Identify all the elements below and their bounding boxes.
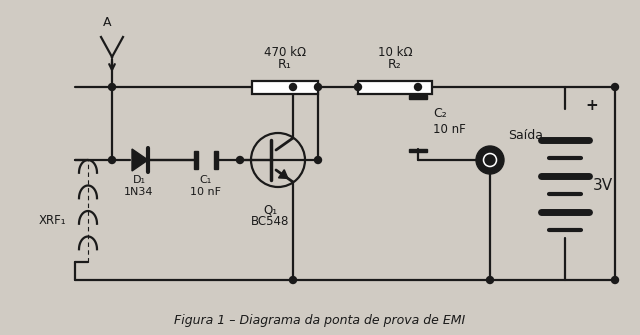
Circle shape: [109, 156, 115, 163]
Text: 1N34: 1N34: [124, 187, 154, 197]
Circle shape: [486, 276, 493, 283]
Circle shape: [415, 83, 422, 90]
Text: Figura 1 – Diagrama da ponta de prova de EMI: Figura 1 – Diagrama da ponta de prova de…: [174, 314, 466, 327]
Text: 10 nF: 10 nF: [191, 187, 221, 197]
Text: 3V: 3V: [593, 178, 613, 193]
Text: D₁: D₁: [132, 175, 145, 185]
Bar: [358, 80, 432, 93]
Circle shape: [109, 83, 115, 90]
Text: +: +: [585, 97, 598, 113]
Polygon shape: [132, 149, 148, 171]
Text: Q₁: Q₁: [263, 203, 277, 216]
Text: A: A: [103, 16, 111, 29]
Polygon shape: [195, 151, 198, 169]
Circle shape: [485, 155, 495, 165]
Text: 470 kΩ: 470 kΩ: [264, 46, 306, 59]
Text: XRF₁: XRF₁: [38, 214, 66, 227]
Text: 10 nF: 10 nF: [433, 123, 466, 136]
Bar: [252, 80, 318, 93]
Polygon shape: [214, 151, 218, 169]
Circle shape: [611, 276, 618, 283]
Text: R₁: R₁: [278, 58, 292, 71]
Polygon shape: [409, 148, 427, 152]
Circle shape: [314, 156, 321, 163]
Text: R₂: R₂: [388, 58, 402, 71]
Text: C₁: C₁: [200, 175, 212, 185]
Circle shape: [314, 83, 321, 90]
Circle shape: [237, 156, 243, 163]
Circle shape: [355, 83, 362, 90]
Circle shape: [611, 83, 618, 90]
Polygon shape: [278, 170, 288, 179]
Circle shape: [482, 152, 498, 168]
Text: C₂: C₂: [433, 107, 447, 120]
Text: 10 kΩ: 10 kΩ: [378, 46, 412, 59]
Text: Saída: Saída: [508, 129, 543, 142]
Text: BC548: BC548: [251, 215, 289, 228]
Circle shape: [476, 146, 504, 174]
Circle shape: [289, 83, 296, 90]
Circle shape: [289, 276, 296, 283]
Polygon shape: [409, 95, 427, 98]
